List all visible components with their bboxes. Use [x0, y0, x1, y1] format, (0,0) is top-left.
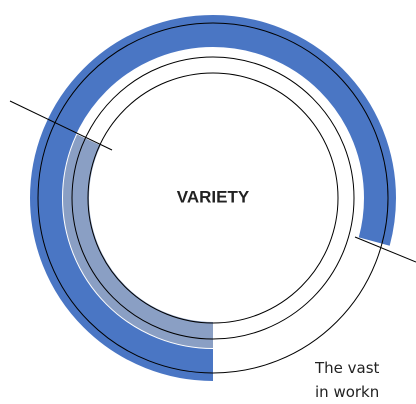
- ring-outer: [37, 22, 389, 374]
- pointer-line: [9, 100, 113, 151]
- outer-arc: [30, 15, 396, 381]
- caption-line: The vast: [315, 359, 380, 377]
- inner-arc: [63, 48, 363, 348]
- ring-inner: [87, 72, 339, 324]
- ring-middle: [71, 56, 355, 340]
- pointer-line: [354, 236, 416, 263]
- center-label: VARIETY: [177, 187, 250, 206]
- caption: The vast in workn: [315, 356, 416, 404]
- caption-line: in workn: [315, 383, 380, 401]
